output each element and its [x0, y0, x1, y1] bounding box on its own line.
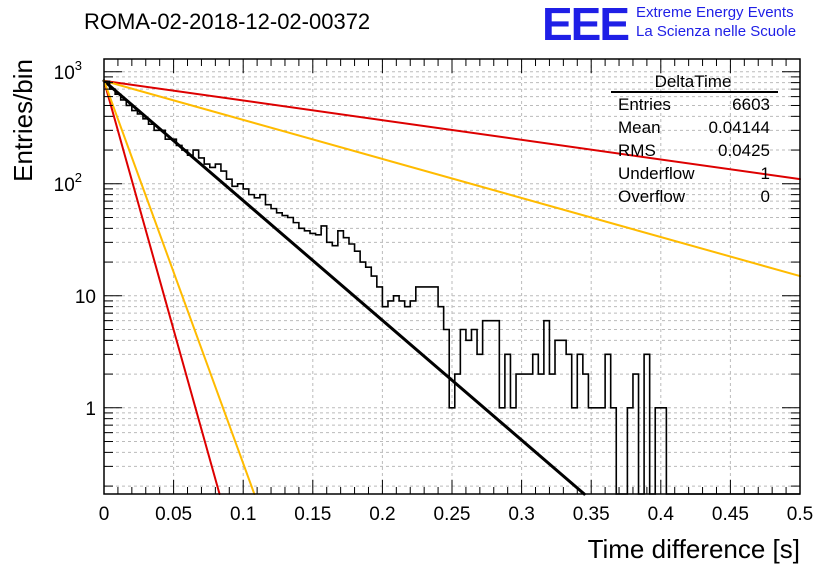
stats-title: DeltaTime [655, 72, 732, 91]
grid [104, 59, 800, 494]
eee-logo: EEE [542, 0, 630, 50]
y-tick-label: 102 [54, 170, 82, 196]
x-tick-label: 0.5 [787, 504, 813, 525]
axis-ticks [103, 59, 801, 494]
fit-line-orange [103, 79, 801, 278]
x-tick-label: 0.35 [573, 504, 610, 525]
brand-text: Extreme Energy Events La Scienza nelle S… [636, 3, 796, 41]
chart-title: ROMA-02-2018-12-02-00372 [84, 9, 371, 34]
x-axis-title: Time difference [s] [588, 534, 800, 564]
x-tick-label: 0.25 [434, 504, 471, 525]
fit-line-orange [103, 79, 256, 495]
x-tick-label: 0.1 [230, 504, 256, 525]
stats-label-mean: Mean [618, 118, 661, 137]
x-tick-label: 0 [99, 504, 110, 525]
fit-line-red [103, 79, 801, 181]
x-tick-label: 0.3 [508, 504, 534, 525]
stats-box: DeltaTime Entries 6603 Mean 0.04144 RMS … [611, 72, 778, 206]
stats-label-entries: Entries [618, 95, 671, 114]
histogram [104, 80, 800, 495]
y-tick-label: 103 [54, 58, 82, 84]
brand-line-2: La Scienza nelle Scuole [636, 23, 797, 40]
stats-label-rms: RMS [618, 141, 656, 160]
stats-label-overflow: Overflow [618, 187, 686, 206]
x-tick-label: 0.4 [648, 504, 675, 525]
fit-line-red [103, 79, 221, 495]
fit-lines [102, 79, 801, 496]
brand-line-1: Extreme Energy Events [636, 4, 794, 21]
stats-value-entries: 6603 [732, 95, 770, 114]
y-axis-title: Entries/bin [8, 59, 38, 182]
x-tick-label: 0.15 [294, 504, 331, 525]
x-tick-label: 0.2 [369, 504, 395, 525]
x-tick-label: 0.05 [155, 504, 192, 525]
axis-labels: 0 0.05 0.1 0.15 0.2 0.25 0.3 0.35 0.4 0.45 0.51101… [54, 58, 814, 525]
y-tick-label: 10 [75, 287, 96, 308]
stats-label-underflow: Underflow [618, 164, 695, 183]
histogram-outline [104, 80, 800, 495]
x-tick-label: 0.45 [712, 504, 749, 525]
stats-value-mean: 0.04144 [709, 118, 770, 137]
y-tick-label: 1 [85, 399, 96, 420]
stats-value-rms: 0.0425 [718, 141, 770, 160]
stats-value-overflow: 0 [761, 187, 770, 206]
stats-value-underflow: 1 [761, 164, 770, 183]
